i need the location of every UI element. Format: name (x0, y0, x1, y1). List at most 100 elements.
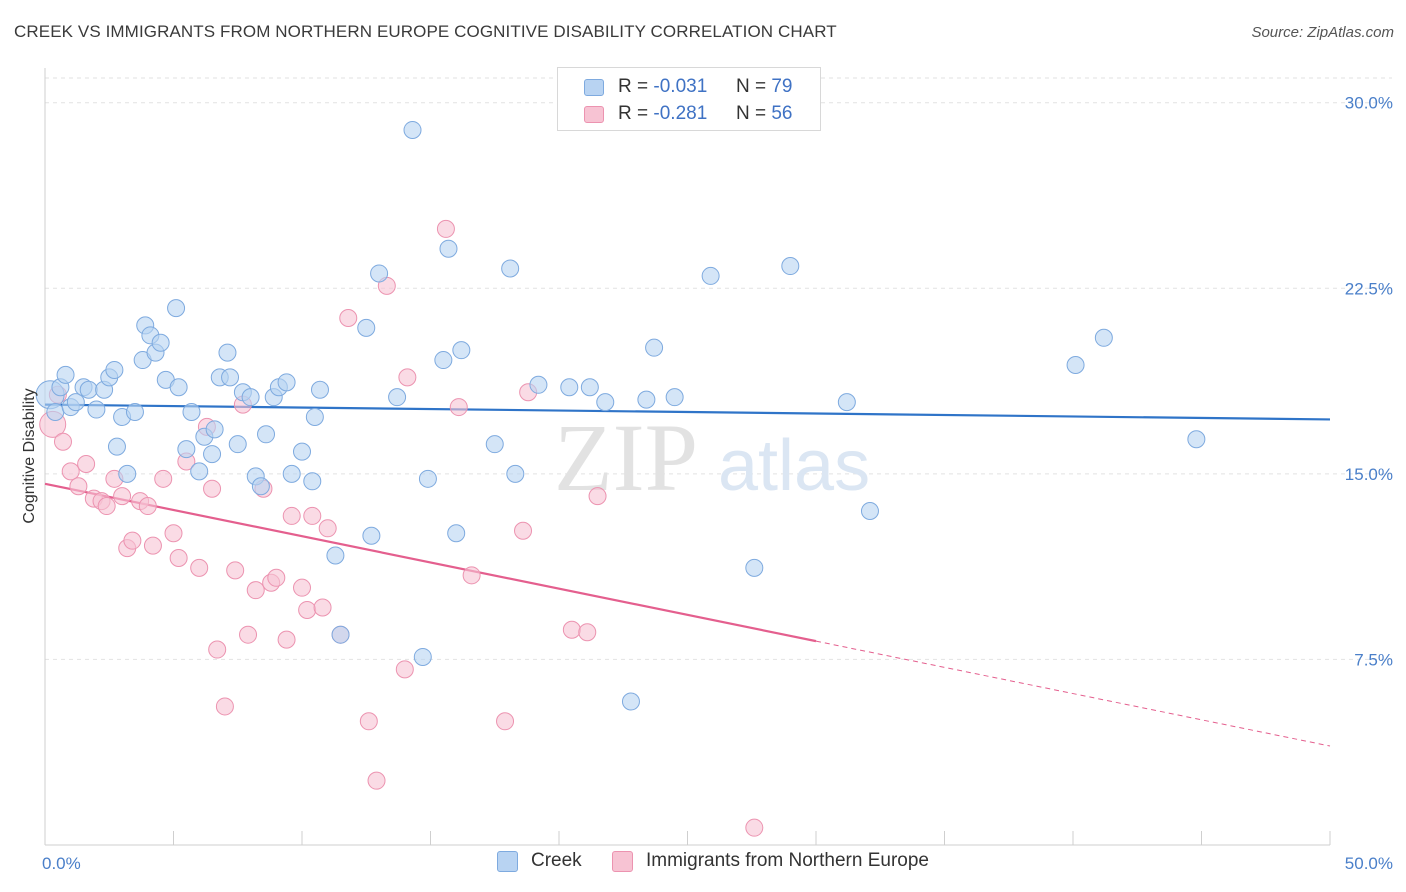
watermark: ZIP atlas (554, 404, 870, 511)
legend-r-value: -0.281 (653, 103, 708, 124)
immigrants-point (113, 487, 132, 506)
watermark-atlas: atlas (718, 426, 870, 506)
creek-point (501, 259, 520, 278)
creek-point (580, 378, 599, 397)
creek-point (221, 368, 240, 387)
creek-point (529, 375, 548, 394)
creek-point (218, 343, 237, 362)
immigrants-point (267, 568, 286, 587)
creek-point (105, 360, 124, 379)
creek-point (303, 472, 322, 491)
immigrants-point (745, 818, 764, 837)
creek-point (167, 299, 186, 318)
creek-point (282, 464, 301, 483)
bottom-legend-creek: Creek (497, 850, 582, 872)
creek-point (418, 469, 437, 488)
creek-point (305, 407, 324, 426)
legend-r-value: -0.031 (653, 76, 708, 97)
immigrants-point (462, 566, 481, 585)
immigrants-point (164, 524, 183, 543)
immigrants-point (123, 531, 142, 550)
creek-point (362, 526, 381, 545)
axes (44, 68, 1331, 846)
legend-r-label: R = (618, 103, 649, 124)
creek-trend-line (44, 403, 1331, 421)
legend-row-creek: R = -0.031 N = 79 (558, 74, 792, 100)
creek-point (560, 378, 579, 397)
creek-point (434, 351, 453, 370)
immigrants-trend-line (44, 482, 817, 643)
creek-point (125, 403, 144, 422)
creek-point (182, 403, 201, 422)
immigrants-point (203, 479, 222, 498)
immigrants-point (77, 454, 96, 473)
creek-point (837, 393, 856, 412)
immigrants-point (282, 506, 301, 525)
creek-point (439, 239, 458, 258)
creek-point (621, 692, 640, 711)
immigrants-point (246, 581, 265, 600)
immigrants-point (138, 497, 157, 516)
creek-point (257, 425, 276, 444)
legend: R = -0.031 N = 79 R = -0.281 N = 56 (557, 67, 821, 131)
x-tick-label: 0.0% (42, 854, 81, 873)
immigrants-point (339, 308, 358, 327)
immigrants-point (588, 487, 607, 506)
immigrants-point (169, 548, 188, 567)
immigrants-point (190, 558, 209, 577)
immigrants-point (143, 536, 162, 555)
creek-point (506, 464, 525, 483)
creek-point (87, 400, 106, 419)
immigrants-point (277, 630, 296, 649)
creek-point (485, 435, 504, 454)
creek-point (1187, 430, 1206, 449)
creek-point (277, 373, 296, 392)
creek-point (645, 338, 664, 357)
creek-point (637, 390, 656, 409)
creek-point (596, 393, 615, 412)
creek-point (1094, 328, 1113, 347)
creek-point (203, 445, 222, 464)
creek-point (860, 501, 879, 520)
trend-lines (44, 403, 1331, 747)
creek-point (403, 120, 422, 139)
immigrants-point (97, 497, 116, 516)
x-tick-label: 50.0% (1345, 854, 1393, 873)
immigrants-point (398, 368, 417, 387)
creek-point (745, 558, 764, 577)
legend-n-value: 56 (771, 103, 793, 124)
creek-point (118, 464, 137, 483)
immigrants-point (395, 660, 414, 679)
immigrants-point (514, 521, 533, 540)
creek-point (66, 393, 85, 412)
creek-point (169, 378, 188, 397)
creek-point (190, 462, 209, 481)
legend-swatch-immigrants (584, 105, 604, 123)
creek-point (241, 388, 260, 407)
source-label: Source: ZipAtlas.com (1251, 24, 1394, 41)
immigrants-trend-line-extension (815, 640, 1331, 747)
legend-row-immigrants: R = -0.281 N = 56 (558, 101, 792, 127)
immigrants-point (449, 398, 468, 417)
legend-r-label: R = (618, 76, 649, 97)
y-tick-label: 30.0% (1345, 94, 1393, 113)
creek-point (665, 388, 684, 407)
creek-point (293, 442, 311, 461)
legend-swatch-creek (584, 78, 604, 96)
creek-point (388, 388, 407, 407)
immigrants-point (215, 697, 234, 716)
creek-point (251, 477, 270, 496)
creek-point (370, 264, 389, 283)
legend-n-label: N = (735, 103, 767, 124)
watermark-zip: ZIP (554, 404, 698, 511)
creek-point (357, 318, 376, 337)
y-axis-title: Cognitive Disability (21, 388, 38, 523)
legend-n-label: N = (735, 76, 767, 97)
series-immigrants-points (39, 219, 764, 837)
immigrants-point (226, 561, 245, 580)
immigrants-point (496, 712, 515, 731)
immigrants-point (367, 771, 386, 790)
creek-point (205, 420, 224, 439)
creek-point (452, 341, 471, 360)
